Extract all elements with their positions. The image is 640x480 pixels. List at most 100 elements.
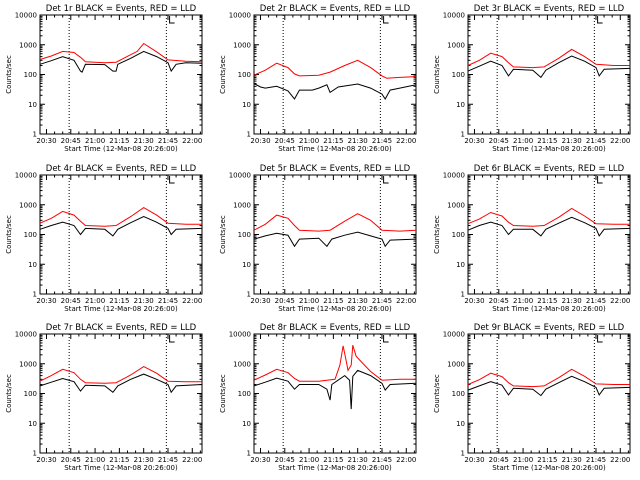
y-tick-label: 1	[33, 131, 37, 139]
y-tick-label: 1	[33, 291, 37, 299]
x-tick-label: 22:00	[182, 137, 202, 145]
panel-title: Det 9r BLACK = Events, RED = LLD	[474, 323, 625, 333]
y-tick-label: 1000	[19, 41, 37, 49]
y-tick-label: 10000	[15, 12, 37, 20]
corner-bracket	[597, 176, 603, 184]
y-tick-label: 100	[24, 231, 37, 239]
x-tick-label: 20:30	[464, 137, 484, 145]
x-tick-label: 21:15	[537, 456, 557, 464]
plot-frame	[253, 14, 417, 135]
x-tick-label: 21:00	[299, 297, 319, 305]
lld-series-line	[253, 213, 417, 232]
x-tick-label: 22:00	[610, 137, 630, 145]
corner-bracket	[383, 176, 389, 184]
y-tick-label: 1000	[447, 201, 465, 209]
x-axis-label: Start Time (12-Mar-08 20:26:00)	[492, 464, 606, 472]
x-tick-label: 21:45	[586, 137, 606, 145]
x-tick-label: 20:30	[250, 297, 270, 305]
panel-title: Det 5r BLACK = Events, RED = LLD	[260, 164, 411, 174]
y-tick-label: 10	[456, 261, 465, 269]
x-tick-label: 20:45	[489, 137, 509, 145]
x-axis-label: Start Time (12-Mar-08 20:26:00)	[64, 145, 178, 153]
y-tick-label: 10	[28, 101, 37, 109]
plot-frame	[253, 174, 417, 295]
lld-series-line	[467, 48, 630, 69]
x-tick-label: 21:15	[537, 137, 557, 145]
y-axis-label: Counts/sec	[219, 215, 227, 254]
x-tick-label: 21:30	[562, 297, 582, 305]
plot-frame	[39, 333, 203, 454]
lld-series-line	[39, 207, 202, 227]
x-tick-label: 21:30	[134, 297, 154, 305]
lld-series-line	[253, 345, 416, 382]
events-series-line	[39, 216, 203, 237]
x-tick-label: 21:45	[586, 456, 606, 464]
x-tick-label: 21:00	[85, 137, 105, 145]
detector-panel: Det 5r BLACK = Events, RED = LLD 1 10 100 10…	[219, 164, 417, 313]
y-axis-label: Counts/sec	[5, 55, 13, 94]
y-tick-label: 10	[28, 420, 37, 428]
detector-panel: Det 1r BLACK = Events, RED = LLD 1 10 100 10…	[5, 4, 203, 153]
y-tick-label: 100	[238, 71, 251, 79]
corner-bracket	[597, 335, 603, 343]
y-tick-label: 10000	[443, 12, 465, 20]
x-tick-label: 20:45	[489, 456, 509, 464]
x-tick-label: 22:00	[396, 456, 416, 464]
y-tick-label: 100	[24, 71, 37, 79]
x-tick-label: 21:45	[586, 297, 606, 305]
y-tick-label: 10	[28, 261, 37, 269]
y-tick-label: 10	[242, 420, 251, 428]
y-axis-label: Counts/sec	[219, 55, 227, 94]
x-tick-label: 20:30	[464, 456, 484, 464]
x-tick-label: 20:30	[36, 297, 56, 305]
x-tick-label: 21:45	[158, 137, 178, 145]
panel-title: Det 1r BLACK = Events, RED = LLD	[46, 4, 197, 14]
y-tick-label: 10000	[229, 331, 251, 339]
y-tick-label: 10000	[443, 172, 465, 180]
x-tick-label: 21:00	[299, 456, 319, 464]
y-tick-label: 10	[242, 261, 251, 269]
panel-title: Det 3r BLACK = Events, RED = LLD	[474, 4, 625, 14]
plot-frame	[467, 174, 631, 295]
plot-frame	[467, 14, 631, 135]
panel-title: Det 4r BLACK = Events, RED = LLD	[46, 164, 197, 174]
y-tick-label: 1000	[19, 201, 37, 209]
x-tick-label: 21:30	[562, 456, 582, 464]
x-tick-label: 21:00	[85, 456, 105, 464]
x-axis-label: Start Time (12-Mar-08 20:26:00)	[278, 464, 392, 472]
y-tick-label: 1000	[447, 41, 465, 49]
x-tick-label: 20:45	[489, 297, 509, 305]
events-series-line	[39, 50, 203, 73]
x-axis-label: Start Time (12-Mar-08 20:26:00)	[64, 305, 178, 313]
lld-series-line	[253, 59, 417, 79]
x-axis-label: Start Time (12-Mar-08 20:26:00)	[64, 464, 178, 472]
plot-frame	[253, 333, 417, 454]
x-tick-label: 21:45	[158, 456, 178, 464]
x-tick-label: 20:30	[36, 137, 56, 145]
events-series-line	[39, 373, 203, 394]
detector-panel: Det 3r BLACK = Events, RED = LLD 1 10 100 10…	[433, 4, 631, 153]
y-tick-label: 100	[238, 231, 251, 239]
x-tick-label: 21:00	[513, 456, 533, 464]
x-tick-label: 21:30	[134, 137, 154, 145]
x-axis-label: Start Time (12-Mar-08 20:26:00)	[278, 305, 392, 313]
events-series-line	[253, 231, 417, 248]
x-tick-label: 21:15	[109, 456, 129, 464]
x-tick-label: 22:00	[182, 297, 202, 305]
x-tick-label: 20:30	[464, 297, 484, 305]
y-tick-label: 10	[456, 420, 465, 428]
y-tick-label: 10	[456, 101, 465, 109]
lld-series-line	[39, 366, 202, 384]
panel-title: Det 8r BLACK = Events, RED = LLD	[260, 323, 411, 333]
lld-series-line	[39, 42, 203, 64]
corner-bracket	[169, 335, 175, 343]
x-tick-label: 21:15	[323, 297, 343, 305]
y-tick-label: 1000	[233, 201, 251, 209]
x-tick-label: 21:00	[513, 137, 533, 145]
x-tick-label: 20:45	[61, 456, 81, 464]
x-axis-label: Start Time (12-Mar-08 20:26:00)	[492, 145, 606, 153]
x-tick-label: 20:45	[275, 297, 295, 305]
x-tick-label: 22:00	[610, 297, 630, 305]
y-axis-label: Counts/sec	[433, 55, 441, 94]
y-tick-label: 10000	[15, 331, 37, 339]
